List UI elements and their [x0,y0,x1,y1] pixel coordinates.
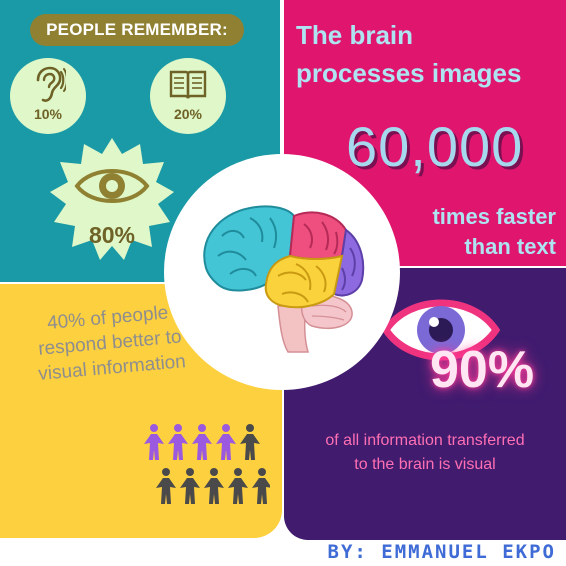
people-remember-heading: PEOPLE REMEMBER: [30,14,244,46]
person-icon [228,468,248,504]
person-icon [252,468,270,504]
brain-speed-line3: times faster [432,204,556,229]
people-icons [144,424,270,504]
seeing-badge: 80% [48,136,176,264]
person-icon [204,468,224,504]
eye-icon [382,299,500,361]
seeing-percent: 80% [88,222,136,248]
author-credit: BY: EMMANUEL EKPO [327,541,556,563]
ear-icon [36,66,66,102]
person-icon [192,424,212,460]
hearing-badge: 10% [10,58,86,134]
brain-badge [166,156,398,388]
hearing-percent: 10% [33,106,63,122]
person-icon [144,424,164,460]
person-icon [180,468,200,504]
visual-info-number: 90% [430,341,535,399]
brain-icon [203,205,365,353]
person-icon [168,424,188,460]
person-icon [240,424,260,460]
reading-badge: 20% [150,58,226,134]
person-icon [216,424,236,460]
people-remember-panel: PEOPLE REMEMBER: 10% 20% [0,0,280,282]
brain-speed-line4: than text [464,234,556,259]
reading-percent: 20% [173,106,203,122]
brain-speed-line2: processes images [296,58,522,88]
brain-speed-number: 60,000 [346,115,524,178]
brain-speed-line1: The brain [296,20,414,50]
book-icon [169,70,207,99]
person-icon [156,468,176,504]
visual-info-line2: to the brain is visual [354,456,496,473]
visual-info-line1: of all information transferred [325,432,525,449]
eye-icon [74,169,150,203]
